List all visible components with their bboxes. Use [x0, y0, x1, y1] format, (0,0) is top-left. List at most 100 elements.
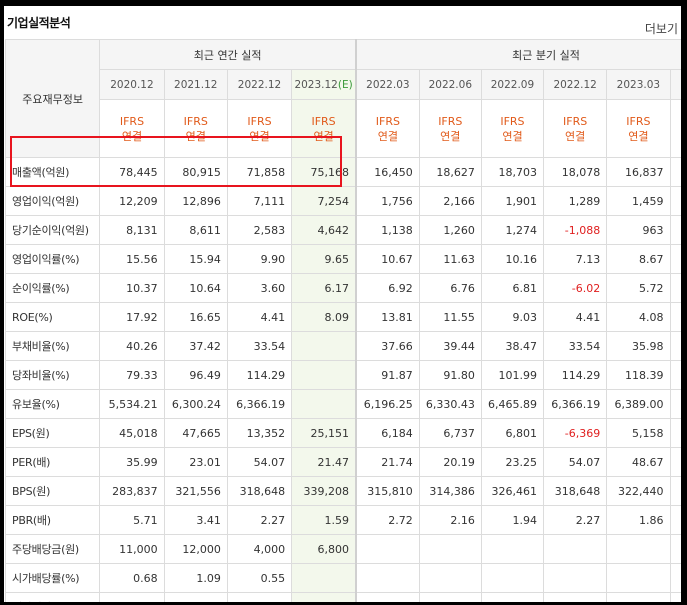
- table-cell: [669, 505, 681, 535]
- financial-performance-panel: 기업실적분석 더보기 주요재무정보 최근 연간 실적 최근 분기 실적 2020…: [4, 6, 681, 602]
- period-header: 2023.12(E): [291, 69, 357, 100]
- table-cell: 7,254: [291, 186, 357, 216]
- annual-group-header: 최근 연간 실적: [99, 39, 357, 70]
- row-label[interactable]: 주당배당금(원): [4, 534, 101, 564]
- table-cell: 9.03: [480, 302, 545, 332]
- more-link[interactable]: 더보기: [644, 22, 678, 36]
- table-cell: 326,461: [480, 476, 545, 506]
- table-cell: 1.09: [163, 563, 228, 593]
- table-cell: 23.82: [163, 592, 228, 602]
- table-cell: 1,459: [606, 186, 671, 216]
- table-cell: [669, 389, 681, 419]
- table-cell: 1.86: [606, 505, 671, 535]
- table-cell: 12,896: [163, 186, 228, 216]
- table-cell: [606, 534, 671, 564]
- row-label[interactable]: PER(배): [4, 447, 101, 477]
- table-cell: 6,196.25: [354, 389, 420, 419]
- table-cell: [669, 592, 681, 602]
- table-cell: 321,556: [163, 476, 228, 506]
- table-cell: [291, 331, 357, 361]
- table-cell: 1,274: [480, 215, 545, 245]
- table-cell: 2.27: [543, 505, 608, 535]
- period-header: 2022.09: [480, 69, 545, 100]
- table-cell: [418, 563, 482, 593]
- table-cell: 2.16: [418, 505, 482, 535]
- period-header: 2022.03: [354, 69, 420, 100]
- table-cell: -6,369: [543, 418, 608, 448]
- table-cell: 9.90: [226, 244, 293, 274]
- table-cell: 4.08: [606, 302, 671, 332]
- table-cell: 5,158: [606, 418, 671, 448]
- row-label[interactable]: 배당성향(%): [4, 592, 101, 602]
- table-cell: 9.65: [291, 244, 357, 274]
- row-label[interactable]: 당좌비율(%): [4, 360, 101, 390]
- row-label[interactable]: ROE(%): [4, 302, 101, 332]
- table-cell: 15.94: [163, 244, 228, 274]
- table-cell: 6,184: [354, 418, 420, 448]
- row-label[interactable]: 매출액(억원): [4, 157, 101, 187]
- table-row: 순이익률(%) 10.37 10.64 3.60 6.17 6.92 6.76 6.81 -6.…: [4, 273, 681, 303]
- table-cell: [354, 592, 420, 602]
- table-row: PBR(배) 5.71 3.41 2.27 1.59 2.72 2.16 1.94 2.27 1.…: [4, 505, 681, 535]
- row-label[interactable]: PBR(배): [4, 505, 101, 535]
- section-title: 기업실적분석: [7, 16, 71, 30]
- table-cell: 114.29: [543, 360, 608, 390]
- table-cell: [606, 592, 671, 602]
- table-cell: 54.07: [226, 447, 293, 477]
- table-cell: 16,450: [354, 157, 420, 187]
- quarterly-group-header: 최근 분기 실적: [354, 39, 681, 70]
- table-cell: 315,810: [354, 476, 420, 506]
- table-cell: 25,151: [291, 418, 357, 448]
- table-cell: 1,289: [543, 186, 608, 216]
- table-cell: 17.92: [99, 302, 165, 332]
- table-cell: 1.59: [291, 505, 357, 535]
- table-cell: 6,737: [418, 418, 482, 448]
- table-cell: 1,264: [669, 215, 681, 245]
- table-cell: [669, 302, 681, 332]
- table-cell: 21.47: [291, 447, 357, 477]
- table-cell: -6.02: [543, 273, 608, 303]
- table-cell: [418, 534, 482, 564]
- row-label[interactable]: 순이익률(%): [4, 273, 101, 303]
- row-label[interactable]: 당기순이익(억원): [4, 215, 101, 245]
- period-header: 2022.12: [226, 69, 293, 100]
- table-cell: 91.87: [354, 360, 420, 390]
- period-header: 2022.06: [418, 69, 482, 100]
- table-cell: 37.66: [354, 331, 420, 361]
- table-cell: 114.29: [226, 360, 293, 390]
- table-cell: [543, 563, 608, 593]
- table-cell: 28.38: [226, 592, 293, 602]
- table-cell: [354, 534, 420, 564]
- row-label[interactable]: 시가배당률(%): [4, 563, 101, 593]
- table-cell: 54.07: [543, 447, 608, 477]
- table-cell: [291, 592, 357, 602]
- table-cell: 47,665: [163, 418, 228, 448]
- table-row: 당기순이익(억원) 8,131 8,611 2,583 4,642 1,138 1,260 1…: [4, 215, 681, 245]
- table-cell: [354, 563, 420, 593]
- row-label[interactable]: 영업이익률(%): [4, 244, 101, 274]
- table-cell: 23.01: [163, 447, 228, 477]
- table-cell: 6,300.24: [163, 389, 228, 419]
- table-cell: 11,000: [99, 534, 165, 564]
- row-label[interactable]: 부채비율(%): [4, 331, 101, 361]
- table-cell: 318,648: [543, 476, 608, 506]
- table-cell: [669, 476, 681, 506]
- row-label[interactable]: BPS(원): [4, 476, 101, 506]
- table-cell: 6,330.43: [418, 389, 482, 419]
- table-cell: 2,166: [418, 186, 482, 216]
- table-cell: [606, 563, 671, 593]
- row-label[interactable]: 유보율(%): [4, 389, 101, 419]
- table-cell: 6.73: [669, 273, 681, 303]
- table-cell: 1,901: [480, 186, 545, 216]
- table-cell: 2.27: [226, 505, 293, 535]
- row-label[interactable]: EPS(원): [4, 418, 101, 448]
- table-cell: 79.33: [99, 360, 165, 390]
- table-row: BPS(원) 283,837 321,556 318,648 339,208 315,81…: [4, 476, 681, 506]
- table-cell: 13.81: [354, 302, 420, 332]
- table-cell: 1.94: [480, 505, 545, 535]
- row-label[interactable]: 영업이익(억원): [4, 186, 101, 216]
